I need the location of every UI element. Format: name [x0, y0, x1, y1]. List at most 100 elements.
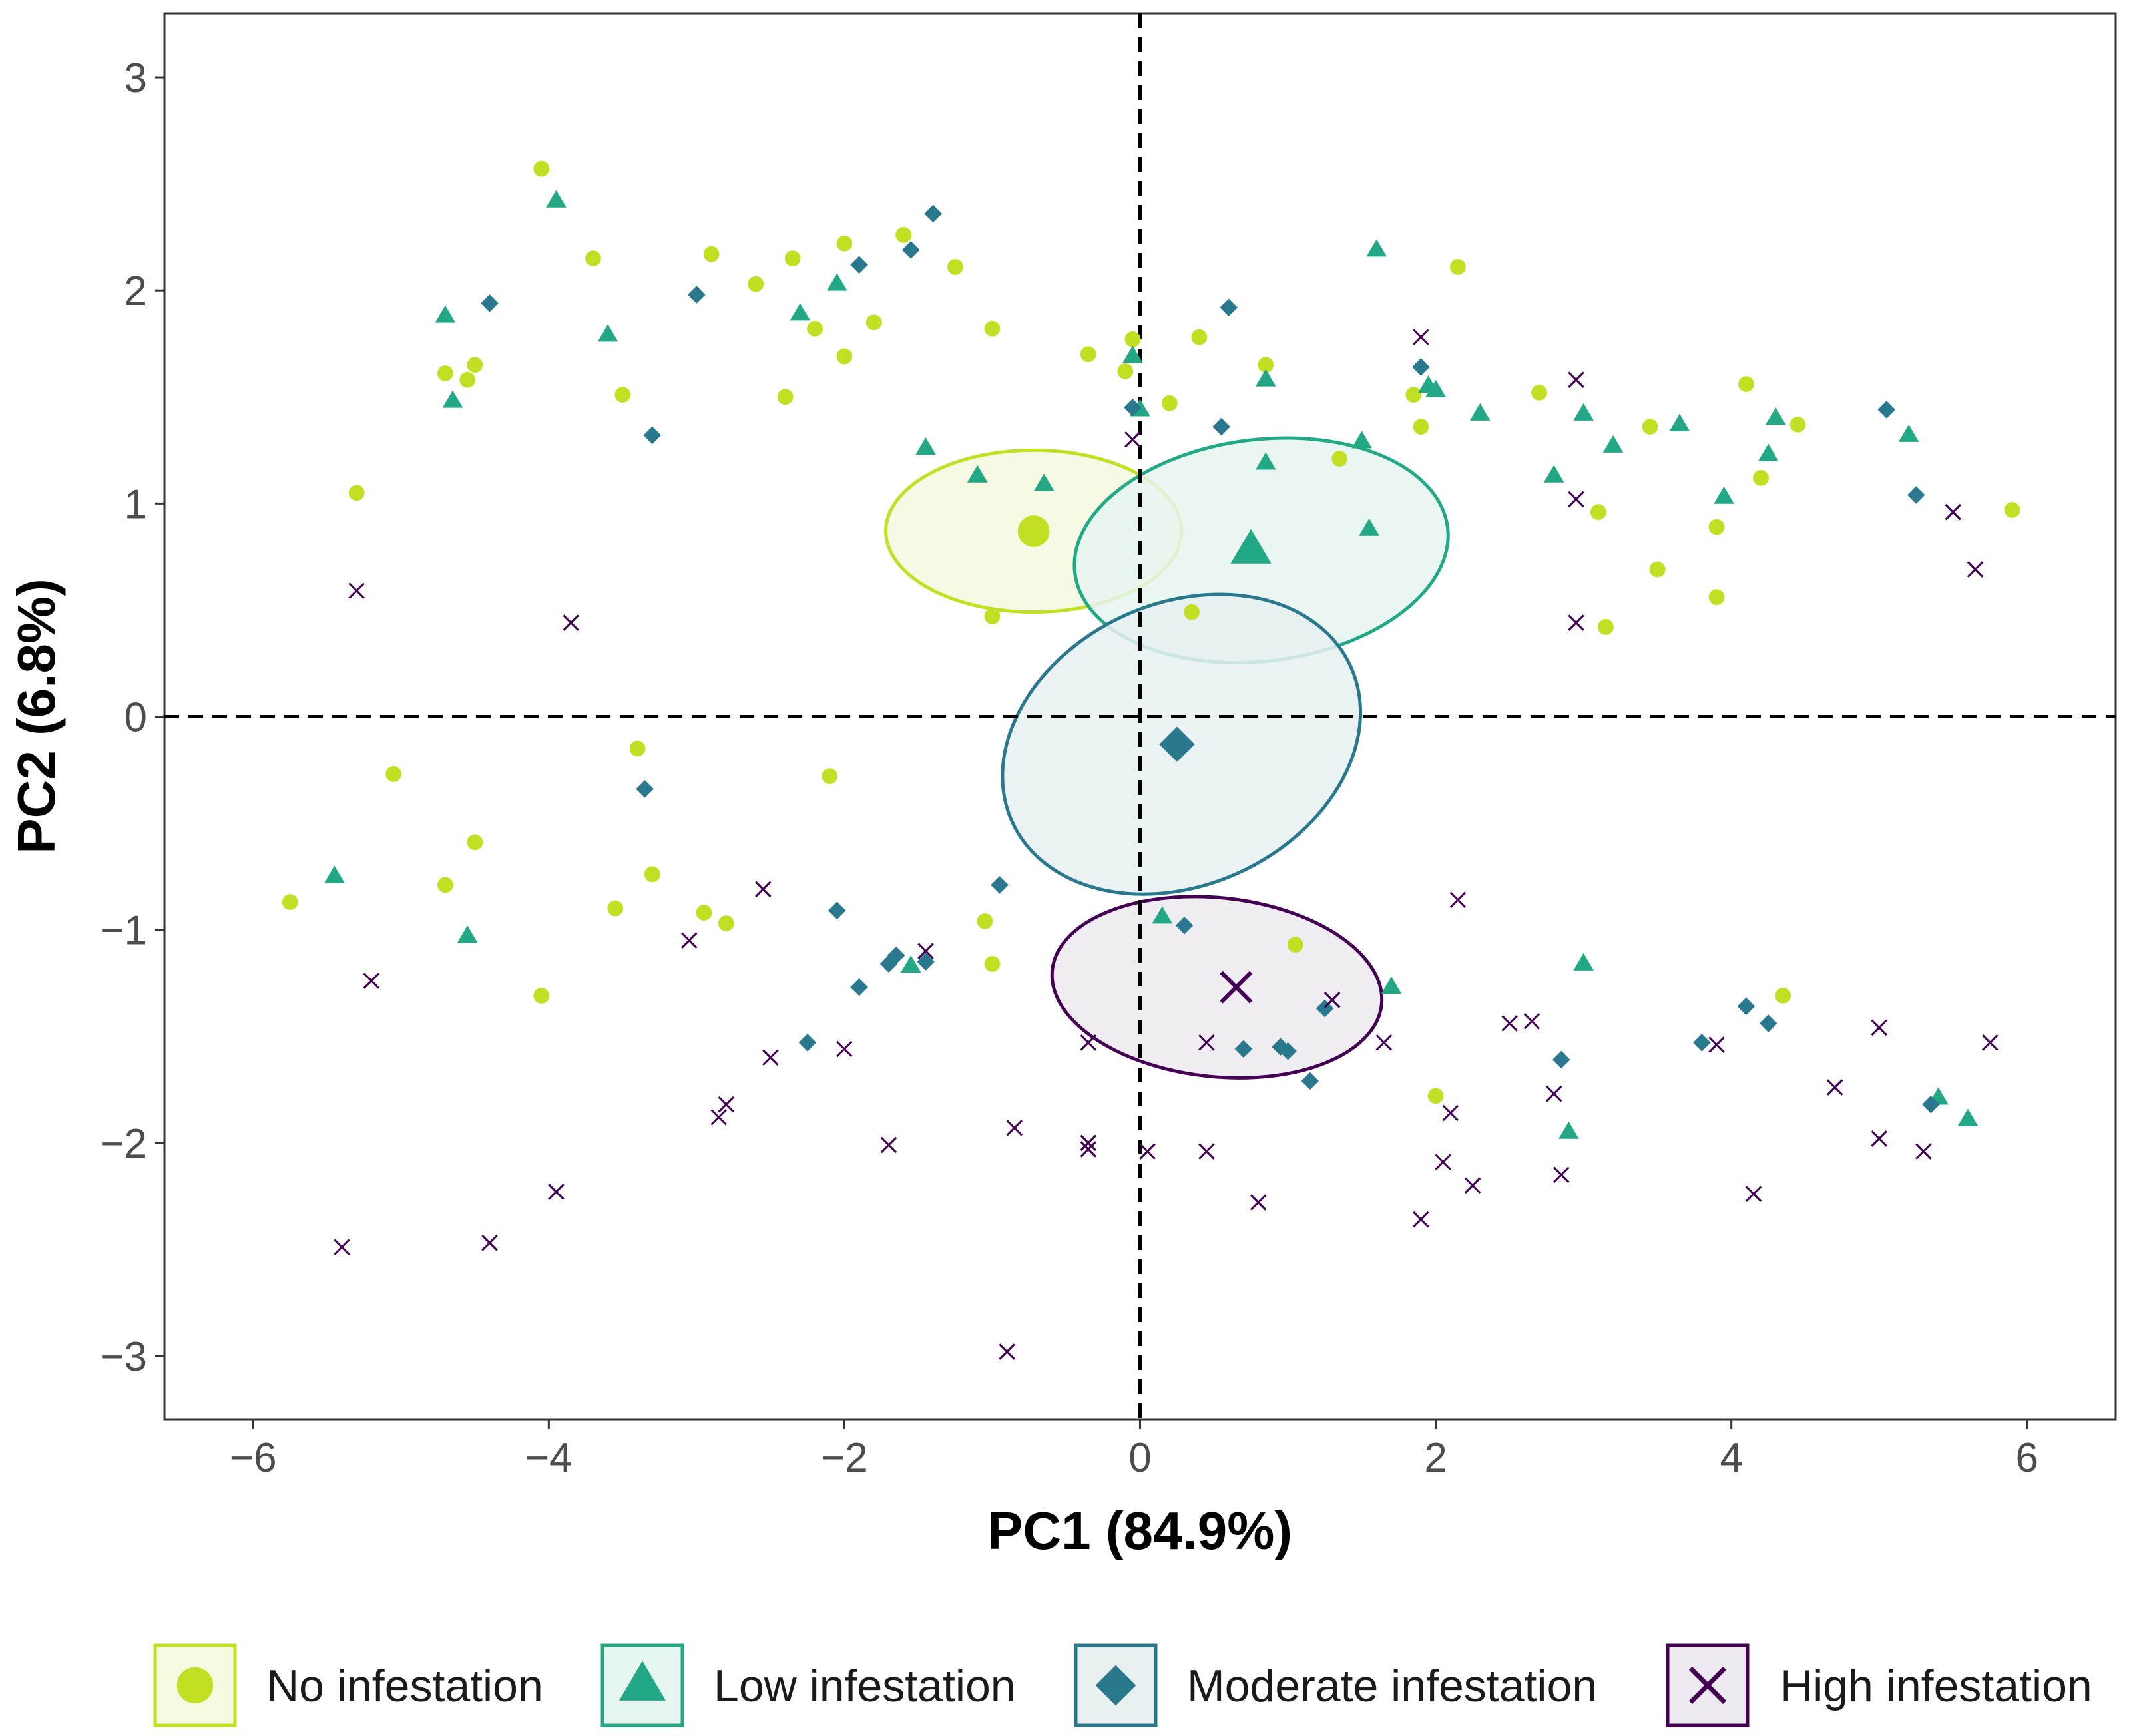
legend-triangle-icon	[619, 1661, 666, 1701]
point-circle	[1590, 504, 1606, 521]
point-triangle-shape	[442, 390, 463, 408]
point-circle	[984, 608, 1001, 624]
point-triangle	[324, 865, 345, 883]
point-diamond	[828, 901, 846, 920]
point-triangle-shape	[597, 324, 618, 342]
point-circle	[836, 235, 853, 252]
point-triangle	[1758, 443, 1779, 461]
point-circle-shape	[807, 320, 823, 337]
legend-diamond-icon	[1095, 1665, 1136, 1706]
point-diamond-shape	[917, 953, 935, 971]
point-diamond	[1234, 1040, 1253, 1058]
point-circle	[1258, 357, 1274, 373]
point-circle	[467, 834, 483, 851]
point-triangle	[1425, 379, 1446, 397]
point-x	[1080, 1141, 1097, 1158]
reference-lines	[164, 13, 2116, 1420]
point-circle	[1287, 937, 1303, 953]
point-x	[1139, 1143, 1156, 1160]
legend-label: No infestation	[266, 1661, 543, 1711]
point-x-stroke-b	[710, 1109, 727, 1126]
point-triangle	[1766, 407, 1786, 425]
point-circle-shape	[1449, 259, 1466, 275]
point-diamond-shape	[643, 426, 662, 445]
point-circle	[1708, 519, 1725, 535]
point-diamond-shape	[902, 241, 920, 259]
point-circle-shape	[467, 834, 483, 851]
point-x-stroke-b	[1981, 1034, 1999, 1051]
x-axis-title: PC1 (84.9%)	[987, 1501, 1292, 1560]
point-x	[1523, 1013, 1540, 1030]
y-tick-label: −1	[100, 908, 147, 954]
point-diamond-shape	[1552, 1050, 1570, 1069]
point-diamond-shape	[850, 256, 868, 274]
point-triangle	[1669, 413, 1690, 431]
point-x	[1871, 1130, 1888, 1147]
point-diamond	[1922, 1095, 1940, 1114]
point-circle-shape	[467, 357, 483, 373]
point-circle	[1413, 419, 1429, 435]
point-diamond	[1301, 1072, 1319, 1090]
point-circle-shape	[1775, 987, 1791, 1004]
point-x	[1435, 1154, 1451, 1170]
point-triangle	[1122, 345, 1143, 363]
y-tick-label: 3	[124, 55, 147, 101]
point-circle	[784, 250, 801, 267]
data-points	[282, 160, 2020, 1360]
point-x-stroke-b	[762, 1049, 779, 1066]
point-circle	[585, 250, 601, 267]
point-diamond-shape	[991, 876, 1009, 894]
centroid-triangle-shape	[1230, 529, 1272, 564]
point-x-stroke-b	[563, 614, 579, 631]
point-triangle	[435, 305, 456, 323]
point-diamond-shape	[1234, 1040, 1253, 1058]
legend-item-circle: No infestation	[153, 1643, 543, 1727]
point-triangle	[790, 303, 811, 321]
point-diamond-shape	[1737, 997, 1756, 1016]
point-circle	[614, 387, 631, 403]
point-x	[548, 1184, 565, 1200]
centroid-x	[1220, 971, 1253, 1004]
point-circle-shape	[1649, 561, 1666, 578]
point-circle-shape	[459, 371, 476, 388]
point-circle-shape	[1708, 589, 1725, 606]
point-diamond-shape	[1279, 1042, 1297, 1060]
point-x-stroke-b	[1826, 1079, 1843, 1096]
point-triangle	[442, 390, 463, 408]
point-circle	[1124, 331, 1141, 347]
point-circle	[696, 905, 712, 921]
point-circle-shape	[533, 987, 550, 1004]
point-diamond	[798, 1034, 817, 1052]
point-x	[1915, 1143, 1932, 1160]
point-circle	[282, 894, 298, 910]
point-x	[754, 881, 772, 898]
point-triangle-shape	[1714, 486, 1734, 504]
point-x-stroke-b	[1375, 1034, 1393, 1051]
point-triangle-shape	[790, 303, 811, 321]
point-x-stroke-b	[334, 1239, 350, 1255]
point-triangle	[546, 190, 567, 208]
point-diamond-shape	[1175, 916, 1194, 935]
point-x	[1568, 371, 1584, 388]
point-circle	[1531, 384, 1547, 401]
point-x-stroke-b	[1080, 1134, 1097, 1152]
point-circle-shape	[1405, 387, 1422, 403]
point-x	[1442, 1104, 1459, 1122]
centroid-circle	[1017, 515, 1050, 547]
point-x-stroke-b	[1413, 1211, 1429, 1228]
point-x	[1568, 614, 1584, 631]
point-circle	[865, 314, 882, 331]
point-x	[1745, 1186, 1762, 1202]
point-x-stroke-b	[1967, 561, 1984, 578]
point-x	[363, 973, 380, 989]
point-circle-shape	[984, 320, 1001, 337]
point-x	[1375, 1034, 1393, 1051]
point-x	[1323, 992, 1341, 1008]
point-circle	[748, 276, 764, 292]
point-diamond-shape	[1907, 486, 1925, 504]
point-triangle-shape	[1255, 452, 1276, 470]
point-x-stroke-b	[1545, 1085, 1562, 1102]
point-triangle	[1898, 424, 1919, 442]
point-diamond	[902, 241, 920, 259]
point-circle-shape	[2004, 502, 2020, 518]
